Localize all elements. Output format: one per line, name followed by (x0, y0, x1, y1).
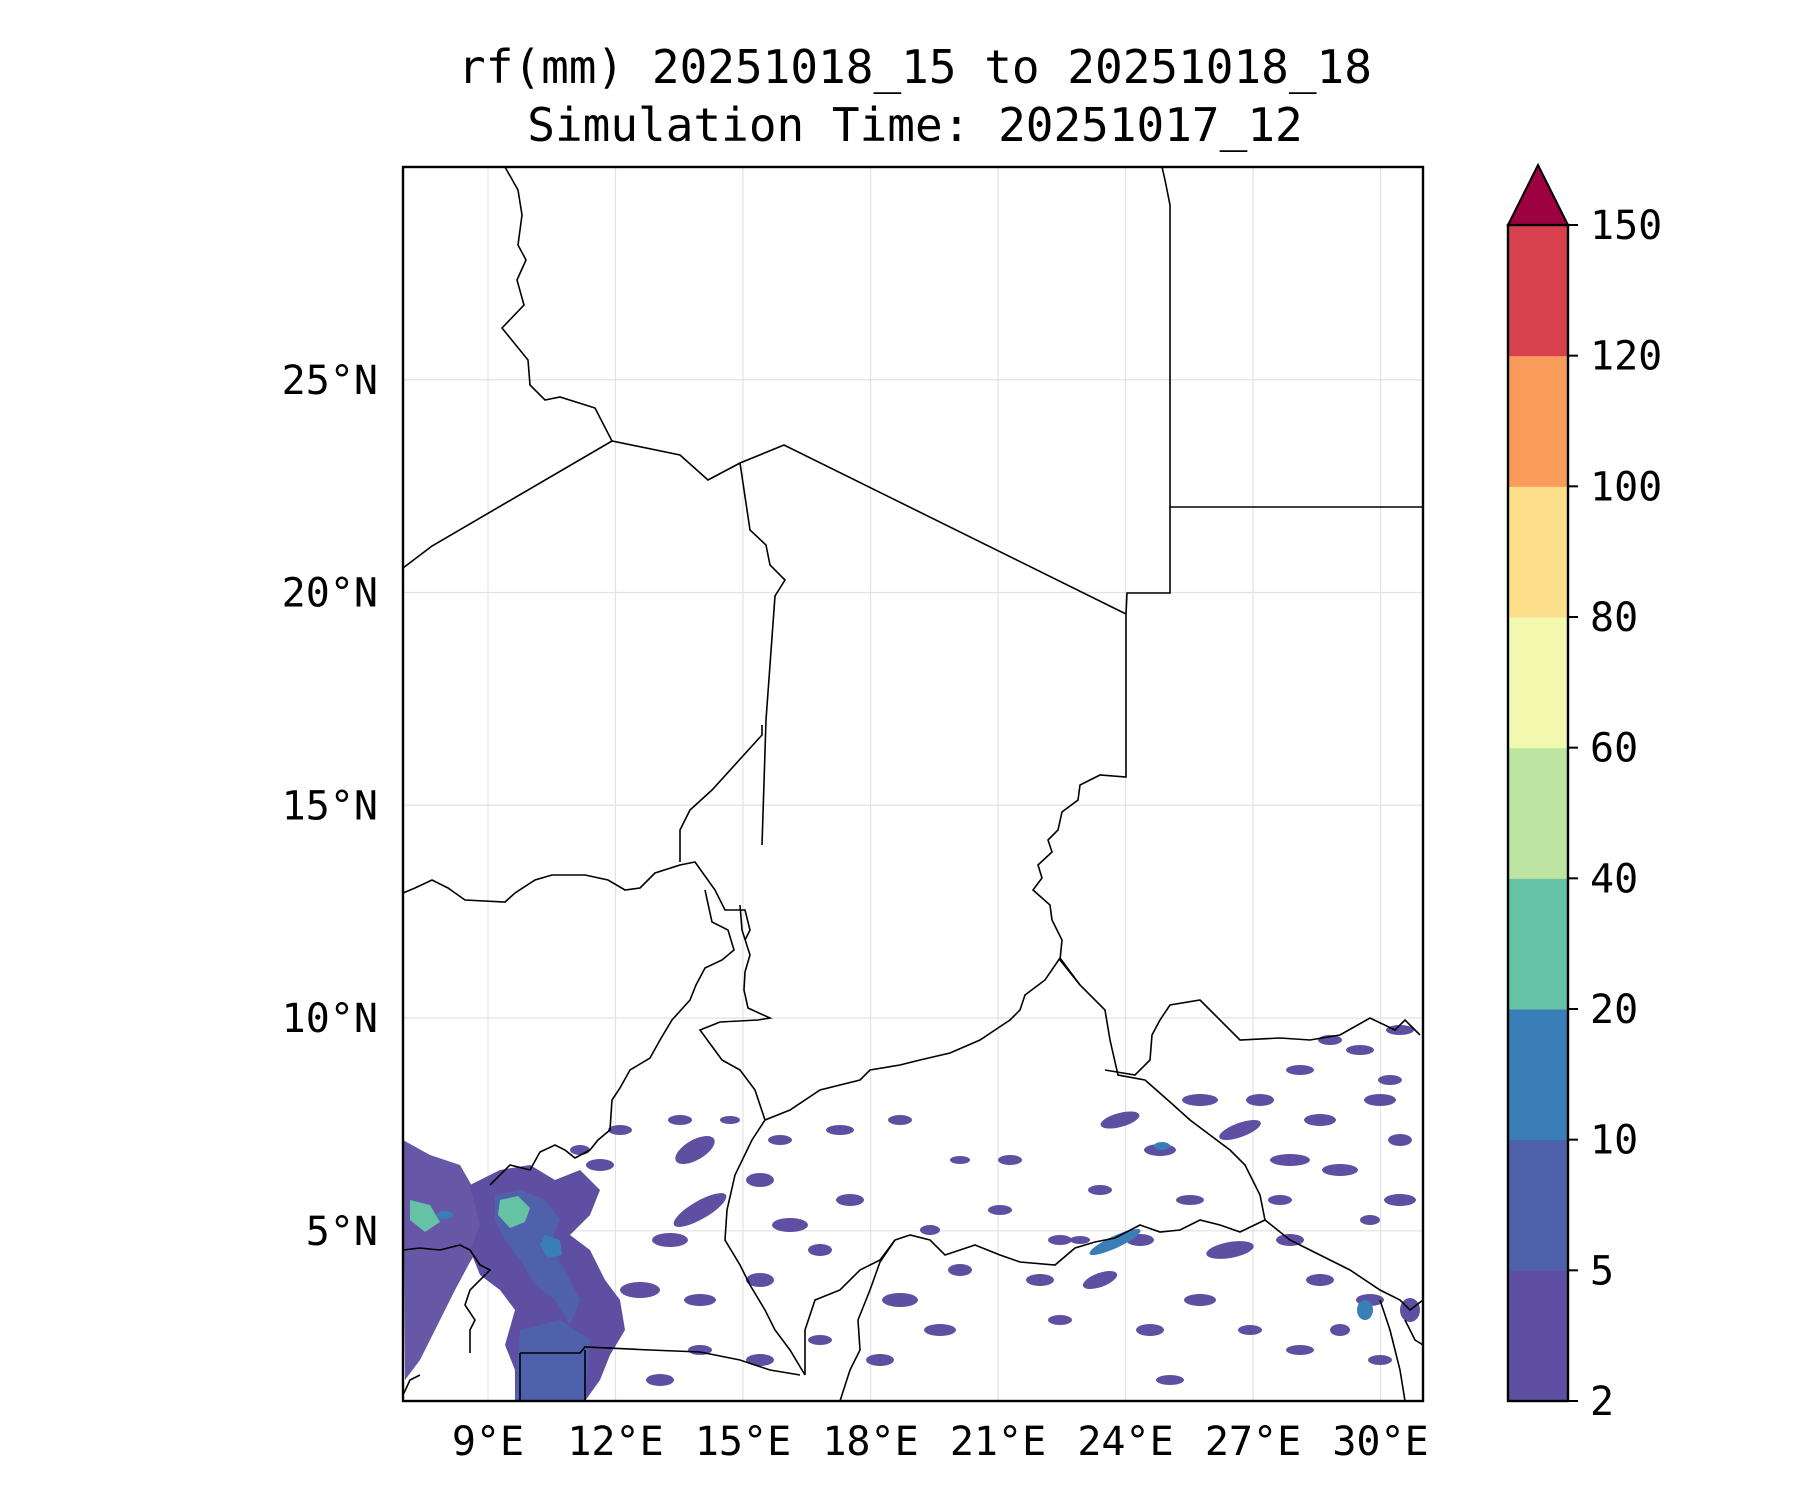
lat-tick-label: 20°N (282, 571, 378, 617)
lon-tick-label: 15°E (695, 1419, 791, 1465)
colorbar-frame (1506, 223, 1570, 1403)
colorbar-segment (1508, 1009, 1568, 1141)
lat-tick-label: 5°N (306, 1209, 378, 1255)
colorbar-tick-label: 60 (1590, 726, 1638, 772)
map-title-line-2: Simulation Time: 20251017_12 (527, 98, 1303, 152)
colorbar-tick-label: 100 (1590, 464, 1662, 510)
colorbar-segment (1508, 1139, 1568, 1271)
rainfall-area-cameroon-peak-3 (540, 1235, 562, 1258)
gridlines (403, 167, 1423, 1401)
map-frame (401, 165, 1425, 1403)
lon-tick-label: 12°E (567, 1419, 663, 1465)
rainfall-area-cameroon-peak (498, 1196, 530, 1228)
colorbar: 2 5 10 20 40 60 80 100 120 150 (1506, 162, 1662, 1425)
longitude-tick-labels: 9°E 12°E 15°E 18°E 21°E 24°E 27°E 30°E (452, 1419, 1429, 1465)
colorbar-tick-label: 150 (1590, 203, 1662, 249)
lat-tick-label: 25°N (282, 358, 378, 404)
colorbar-tick-label: 2 (1590, 1379, 1614, 1425)
colorbar-tick-label: 10 (1590, 1118, 1638, 1164)
colorbar-tick-label: 20 (1590, 987, 1638, 1033)
rainfall-area-gabon (515, 1320, 590, 1401)
colorbar-tick-label: 120 (1590, 334, 1662, 380)
colorbar-segment (1508, 617, 1568, 749)
colorbar-segment (1508, 1270, 1568, 1402)
lon-tick-label: 30°E (1332, 1419, 1428, 1465)
lon-tick-label: 21°E (950, 1419, 1046, 1465)
colorbar-tick-label: 5 (1590, 1248, 1614, 1294)
colorbar-segment (1508, 225, 1568, 357)
colorbar-segment (1508, 878, 1568, 1010)
colorbar-segment (1508, 486, 1568, 618)
lat-tick-label: 15°N (282, 783, 378, 829)
colorbar-tick-label: 80 (1590, 595, 1638, 641)
colorbar-extend-arrow (1506, 162, 1570, 226)
lon-tick-label: 18°E (822, 1419, 918, 1465)
colorbar-segment (1508, 747, 1568, 879)
colorbar-segment (1508, 355, 1568, 487)
rainfall-area-cameroon (403, 1140, 490, 1380)
lat-tick-label: 10°N (282, 996, 378, 1042)
lon-tick-label: 9°E (452, 1419, 524, 1465)
country-borders (403, 167, 1423, 1401)
lon-tick-label: 27°E (1205, 1419, 1301, 1465)
latitude-tick-labels: 5°N 10°N 15°N 20°N 25°N (282, 358, 378, 1255)
lon-tick-label: 24°E (1077, 1419, 1173, 1465)
rainfall-area-cameroon-peak-2 (410, 1200, 440, 1232)
colorbar-tick-label: 40 (1590, 856, 1638, 902)
rainfall-moderate-cells (437, 1142, 1373, 1320)
map-title-line-1: rf(mm) 20251018_15 to 20251018_18 (458, 40, 1372, 94)
